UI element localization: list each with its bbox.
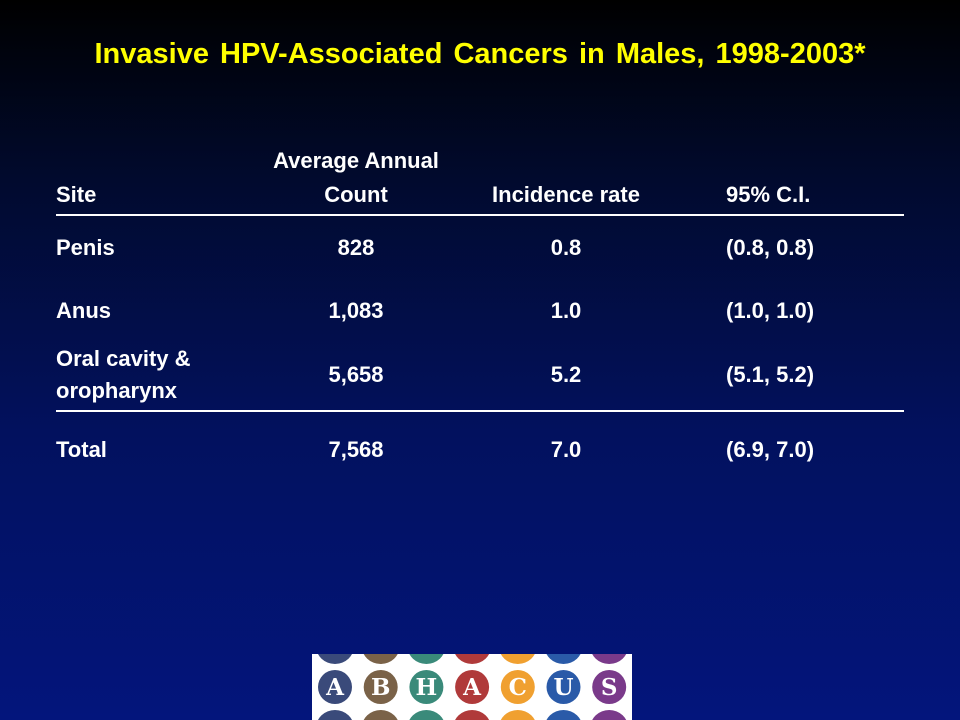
logo-letter: A [462, 674, 482, 701]
header-rule [56, 214, 904, 216]
logo-bottom-circle [409, 710, 444, 720]
logo-letter-circle [318, 670, 352, 704]
logo-letter-circle [500, 670, 535, 704]
logo-bottom-circle [592, 710, 627, 720]
logo-bottom-circle [500, 710, 535, 720]
logo-letter-circle [363, 670, 398, 704]
logo-letter-circle [592, 670, 627, 704]
logo-bottom-circle [317, 710, 353, 720]
row-site: Anus [56, 298, 111, 323]
logo-letter: S [601, 674, 618, 701]
total-rule [56, 410, 904, 412]
row-site-line1: Oral cavity & [56, 346, 191, 371]
logo-letter-circle [409, 670, 444, 704]
header-ci: 95% C.I. [726, 182, 811, 207]
logo-top-circle [317, 654, 353, 664]
header-incidence: Incidence rate [492, 182, 640, 207]
logo-letter: U [553, 674, 573, 701]
row-rate: 0.8 [550, 235, 582, 260]
logo-letter-circle [546, 670, 581, 704]
logo-bottom-circle [546, 710, 581, 720]
row-rate: 5.2 [550, 362, 582, 387]
cancer-table: Average Annual Site Count Incidence rate… [56, 148, 904, 478]
logo-top-circle [363, 654, 398, 664]
logo-top-circle [592, 654, 627, 664]
total-rate: 7.0 [550, 437, 582, 462]
row-count: 5,658 [328, 362, 384, 387]
logo-letter: A [325, 674, 345, 701]
row-site: Penis [56, 235, 115, 260]
logo-letter: B [371, 674, 390, 701]
row-ci: (5.1, 5.2) [726, 362, 815, 387]
logo-letter: C [509, 674, 527, 701]
slide-title: Invasive HPV-Associated Cancers in Males… [94, 38, 866, 70]
header-site: Site [56, 182, 97, 207]
header-count-line2: Count [324, 182, 388, 207]
row-site-line2: oropharynx [56, 378, 178, 403]
logo-top-circle [409, 654, 444, 664]
total-ci: (6.9, 7.0) [726, 437, 815, 462]
row-ci: (1.0, 1.0) [726, 298, 815, 323]
logo-letter-circle [455, 670, 490, 704]
total-count: 7,568 [328, 437, 384, 462]
logo-bottom-circle [455, 710, 490, 720]
row-count: 828 [337, 235, 375, 260]
logo-top-circle [546, 654, 581, 664]
row-rate: 1.0 [550, 298, 582, 323]
total-site: Total [56, 437, 107, 462]
logo-top-circle [455, 654, 490, 664]
logo-letter: H [416, 674, 438, 701]
row-count: 1,083 [328, 298, 384, 323]
logo-top-circle [500, 654, 535, 664]
row-ci: (0.8, 0.8) [726, 235, 815, 260]
logo-bottom-circle [363, 710, 398, 720]
header-count-line1: Average Annual [273, 148, 439, 173]
